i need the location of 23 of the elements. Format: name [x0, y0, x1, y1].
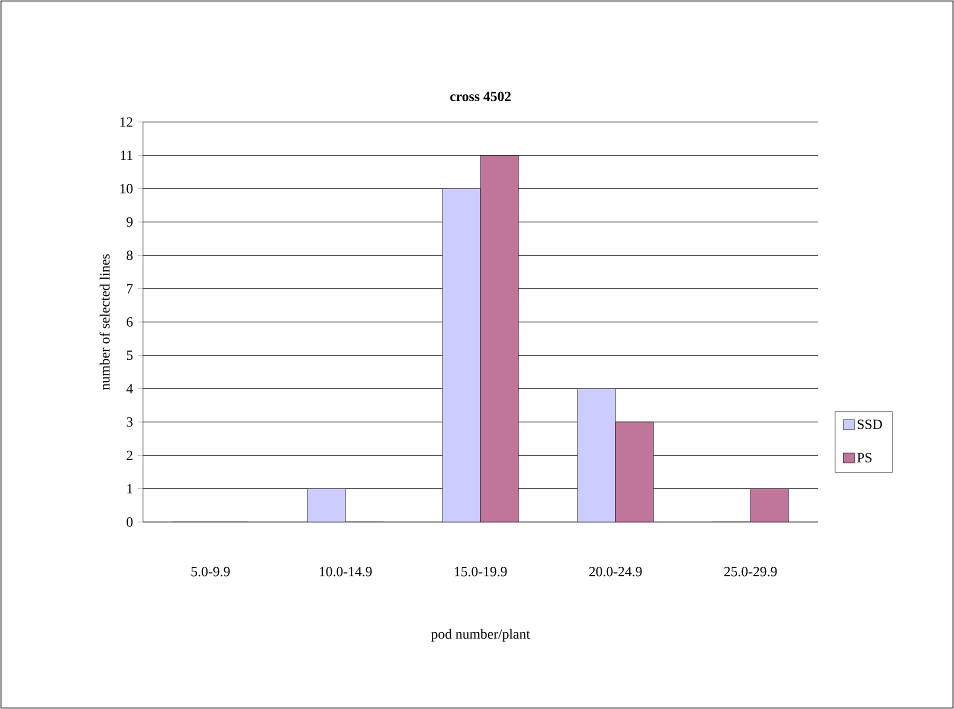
y-tick-label: 12: [120, 117, 132, 127]
y-tick-label: 5: [126, 350, 133, 360]
x-axis-title: pod number/plant: [431, 628, 530, 642]
y-tick-label: 2: [126, 450, 132, 460]
y-tick-label: 1: [127, 484, 132, 494]
y-tick-label: 11: [120, 150, 132, 160]
chart-title: cross 4502: [450, 92, 511, 102]
y-tick-label: 8: [126, 250, 133, 260]
y-tick-label: 7: [127, 284, 133, 294]
y-tick-label: 9: [126, 217, 133, 227]
y-tick-label: 4: [126, 384, 133, 394]
x-tick-label: 15.0-19.9: [454, 566, 507, 576]
y-axis-title: number of selected lines: [100, 254, 110, 390]
legend-label: PS: [857, 452, 872, 462]
x-tick-label: 25.0-29.9: [724, 566, 777, 576]
y-tick-label: 0: [126, 517, 133, 527]
x-tick-label: 10.0-14.9: [320, 566, 372, 576]
x-tick-label: 20.0-24.9: [589, 566, 642, 576]
x-tick-label: 5.0-9.9: [191, 566, 230, 576]
y-tick-label: 10: [120, 184, 133, 194]
y-tick-label: 6: [126, 317, 133, 327]
legend-label: SSD: [858, 420, 882, 430]
y-tick-label: 3: [126, 417, 133, 427]
